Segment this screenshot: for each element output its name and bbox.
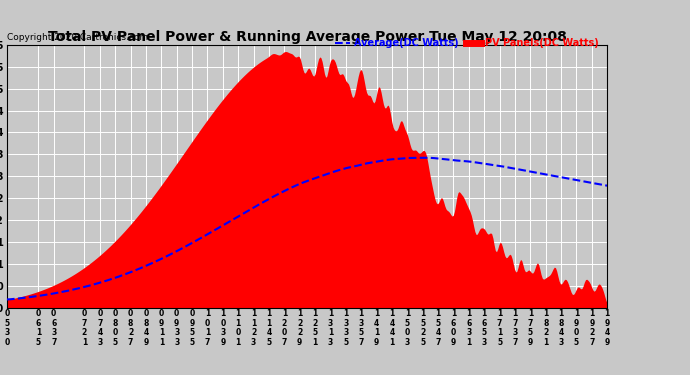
Text: Copyright 2020 Cartronics.com: Copyright 2020 Cartronics.com <box>7 33 148 42</box>
Legend: Average(DC Watts), PV Panels(DC Watts): Average(DC Watts), PV Panels(DC Watts) <box>331 34 602 52</box>
Title: Total PV Panel Power & Running Average Power Tue May 12 20:08: Total PV Panel Power & Running Average P… <box>48 30 566 44</box>
